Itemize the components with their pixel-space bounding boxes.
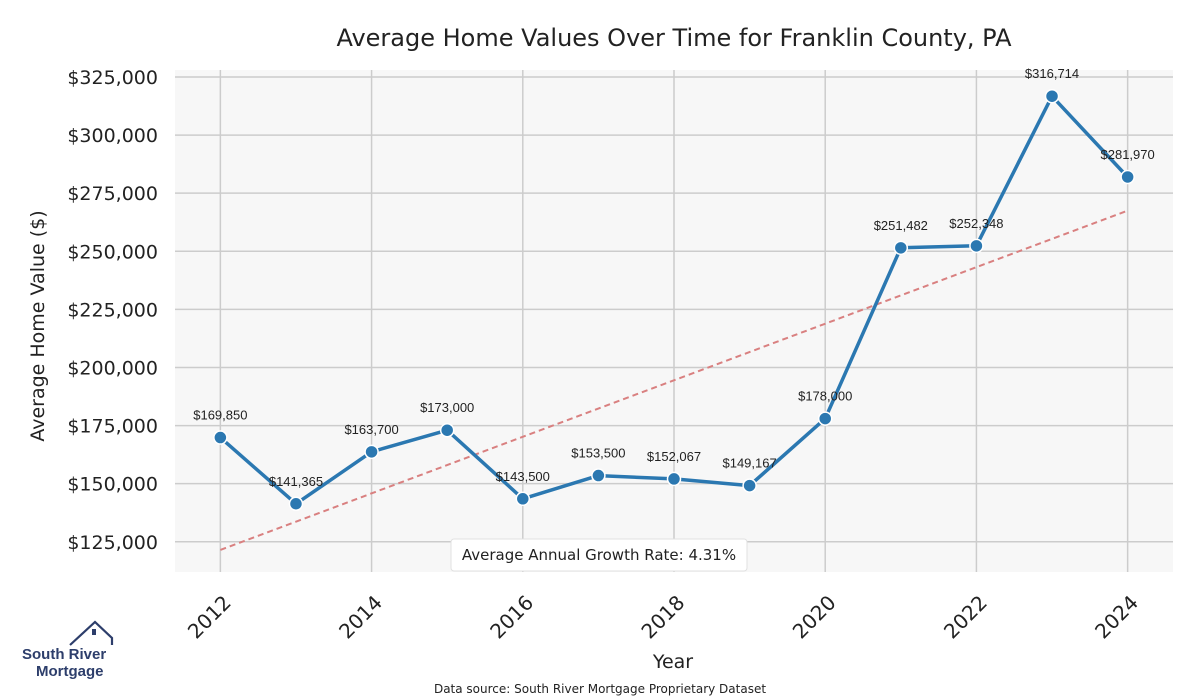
house-chimney-icon [92,629,96,635]
data-point [817,411,833,426]
y-axis-ticks: $125,000 $150,000 $175,000 $200,000 $225,000… [67,67,158,554]
y-tick-label: $275,000 [67,183,158,205]
y-tick-label: $325,000 [67,67,158,89]
x-tick-label: 2018 [636,590,689,643]
trend-layer [220,209,1128,551]
data-point [364,444,379,460]
y-tick-label: $125,000 [67,532,158,554]
x-tick-label: 2020 [788,590,841,643]
chart-title: Average Home Values Over Time for Frankl… [336,24,1012,52]
data-point [1044,88,1060,104]
y-tick-label: $150,000 [67,474,158,496]
data-label: $178,000 [798,389,852,404]
data-point [742,478,757,493]
data-point [288,496,304,512]
data-point [439,422,455,438]
data-label: $143,500 [496,469,550,484]
data-point [515,491,531,507]
data-label: $252,348 [949,216,1003,231]
trend-line [220,209,1128,551]
annotation-text: Average Annual Growth Rate: 4.31% [462,546,736,564]
data-label: $152,067 [647,449,701,464]
annotation-box [450,538,748,572]
x-axis-ticks: 2012 2014 2016 2018 2020 2022 2024 [183,590,1143,643]
data-label: $149,167 [722,456,776,471]
x-tick-label: 2024 [1090,590,1143,643]
data-label: $141,365 [269,474,323,489]
x-tick-label: 2014 [334,590,387,643]
data-point [969,238,984,254]
data-label: $169,850 [193,408,247,423]
x-axis-label: Year [652,651,693,673]
data-point [213,430,228,445]
y-tick-label: $175,000 [67,416,158,438]
y-tick-label: $250,000 [67,241,158,263]
x-tick-label: 2012 [183,590,236,643]
data-label: $163,700 [344,422,398,437]
data-point [591,468,606,483]
data-label: $153,500 [571,446,625,461]
data-label: $173,000 [420,400,474,415]
y-tick-label: $225,000 [67,299,158,321]
y-tick-label: $300,000 [67,125,158,147]
x-tick-label: 2022 [939,590,992,643]
x-tick-label: 2016 [485,590,538,643]
data-label: $251,482 [874,218,928,233]
brand-logo: South River Mortgage [22,620,114,680]
growth-rate-annotation: Average Annual Growth Rate: 4.31% [450,538,748,572]
y-axis-label: Average Home Value ($) [27,210,49,441]
data-label: $281,970 [1101,147,1155,162]
data-label-layer: $169,850 $141,365 $163,700 $173,000 $143,500… [193,66,1155,489]
data-point [1120,169,1135,185]
data-point [893,240,909,256]
logo-line-2: Mortgage [36,663,104,680]
source-note: Data source: South River Mortgage Propri… [434,682,766,696]
data-label: $316,714 [1025,66,1079,81]
series-layer [213,88,1135,512]
house-roof-icon [69,620,114,646]
logo-line-1: South River [22,646,106,663]
y-tick-label: $200,000 [67,357,158,379]
data-point [666,471,682,487]
